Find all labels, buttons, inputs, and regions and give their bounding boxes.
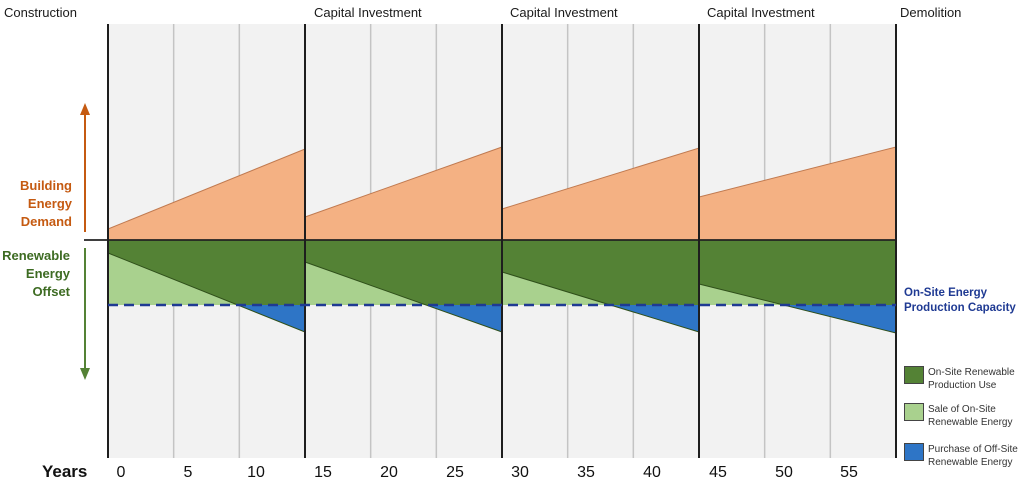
offset-arrow-head [80,368,90,380]
year-tick: 30 [511,464,529,481]
year-tick: 10 [247,464,265,481]
year-tick: 25 [446,464,464,481]
offset-label-line: Renewable [2,248,70,263]
year-tick: 50 [775,464,793,481]
offset-label-line: Energy [25,266,70,281]
legend-text: Purchase of Off-Site Renewable Energy [928,444,1018,468]
offset-demand-line [107,252,306,333]
year-tick: 0 [116,464,126,481]
demand-label-line: Energy [27,196,72,211]
year-tick: 35 [577,464,595,481]
phase-label-construction: Construction [4,5,77,20]
offset-label-line: Offset [32,284,70,299]
legend-swatch [904,366,924,384]
phase-label-capital-investment-1: Capital Investment [314,5,422,20]
demand-label-line: Demand [20,214,72,229]
years-axis-label: Years [42,462,88,481]
building-energy-demand-label: Building Energy Demand [4,177,72,231]
phase-label-capital-investment-2: Capital Investment [510,5,618,20]
offset-demand-line [698,283,897,334]
offset-demand-line [304,261,503,333]
demand-arrow-head [80,103,90,115]
capacity-label-line: On-Site Energy [904,287,988,299]
year-tick: 45 [709,464,727,481]
legend-swatch [904,443,924,461]
capacity-label-line: Production Capacity [904,302,1016,314]
year-tick: 55 [840,464,858,481]
legend-text: Sale of On-Site Renewable Energy [928,404,1013,428]
legend-swatch [904,403,924,421]
year-tick: 20 [380,464,398,481]
legend-text: On-Site Renewable Production Use [928,367,1015,391]
year-tick: 5 [183,464,193,481]
year-tick: 15 [314,464,332,481]
capacity-label: On-Site Energy Production Capacity [904,286,1016,316]
offset-demand-line [501,271,700,333]
phase-label-capital-investment-3: Capital Investment [707,5,815,20]
year-tick: 40 [643,464,661,481]
demand-label-line: Building [20,178,72,193]
phase-label-demolition: Demolition [900,5,962,20]
renewable-energy-offset-label: Renewable Energy Offset [0,247,70,301]
